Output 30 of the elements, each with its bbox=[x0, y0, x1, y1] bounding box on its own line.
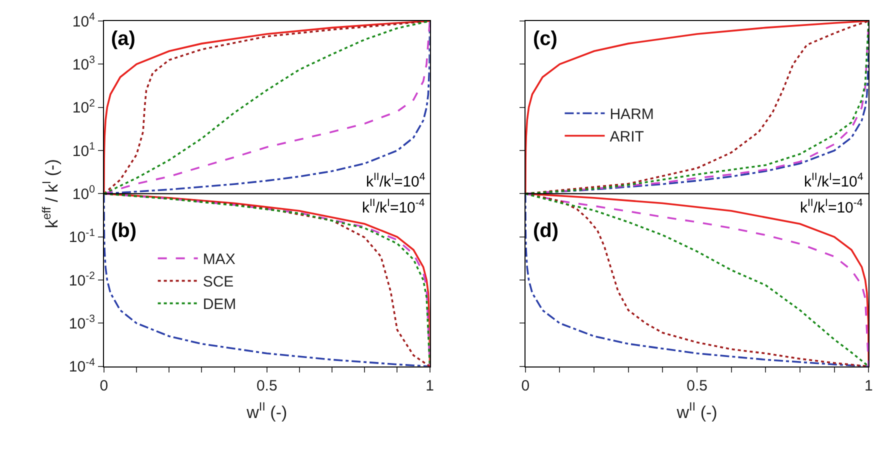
annotation: k$^{II}$/k$^{I}$=10$^{4}$ bbox=[366, 171, 426, 190]
annotation: (b) bbox=[111, 220, 137, 242]
y-tick-label: 10$^{-4}$ bbox=[68, 356, 96, 376]
x-tick-label: 0 bbox=[100, 377, 108, 394]
annotation: k$^{II}$/k$^{I}$=10$^{-4}$ bbox=[362, 197, 425, 216]
y-tick-label: 10$^{4}$ bbox=[72, 10, 96, 30]
x-tick-label: 1 bbox=[426, 377, 434, 394]
x-tick-label: 1 bbox=[864, 377, 873, 394]
y-tick-label: 10$^{-3}$ bbox=[68, 313, 96, 332]
x-tick-label: 0.5 bbox=[256, 377, 278, 394]
legend-label: ARIT bbox=[610, 128, 644, 146]
y-tick-label: 10$^{0}$ bbox=[72, 184, 96, 203]
annotation: (a) bbox=[111, 28, 136, 50]
x-tick-label: 0 bbox=[521, 377, 530, 394]
legend-label: DEM bbox=[202, 296, 236, 314]
legend-label: HARM bbox=[610, 106, 654, 124]
y-tick-label: 10$^{-2}$ bbox=[68, 270, 96, 290]
y-tick-label: 10$^{1}$ bbox=[72, 140, 96, 160]
x-axis-title: w$^{II}$ (-) bbox=[246, 400, 288, 422]
x-axis-title: w$^{II}$ (-) bbox=[676, 400, 718, 422]
y-tick-label: 10$^{-1}$ bbox=[68, 226, 96, 246]
legend-label: SCE bbox=[202, 274, 234, 291]
y-tick-label: 10$^{3}$ bbox=[72, 54, 96, 74]
annotation: k$^{II}$/k$^{I}$=10$^{-4}$ bbox=[800, 197, 863, 216]
annotation: k$^{II}$/k$^{I}$=10$^{4}$ bbox=[804, 171, 864, 190]
annotation: (d) bbox=[533, 220, 559, 242]
legend-label: MAX bbox=[202, 251, 236, 268]
annotation: (c) bbox=[533, 28, 558, 50]
y-tick-label: 10$^{2}$ bbox=[72, 97, 96, 117]
x-tick-label: 0.5 bbox=[686, 377, 708, 394]
